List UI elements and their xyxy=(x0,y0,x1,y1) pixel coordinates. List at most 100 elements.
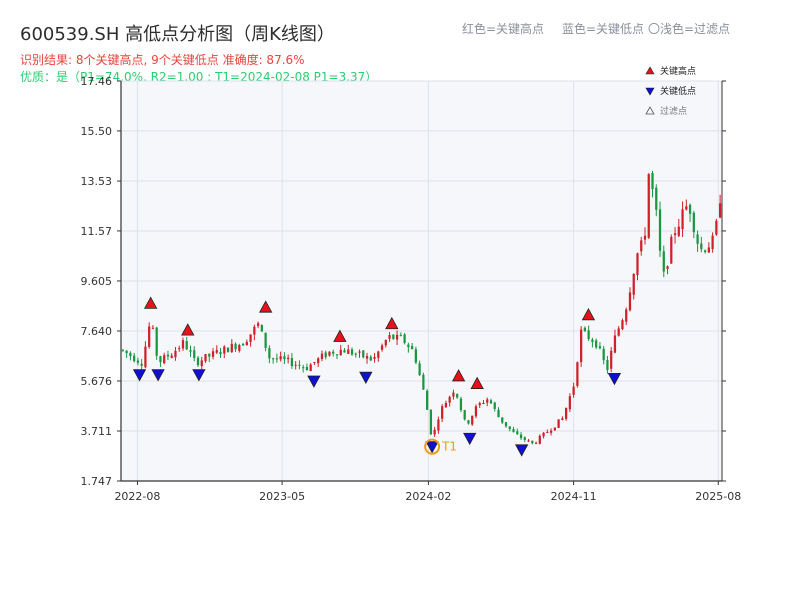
candle-body xyxy=(538,435,541,444)
key-high-marker xyxy=(385,316,399,330)
candle-body xyxy=(471,415,474,425)
key-high-marker xyxy=(259,300,273,313)
candle-body xyxy=(380,345,384,350)
chart-title: 600539.SH 高低点分析图（周K线图） xyxy=(20,24,335,45)
key-high-marker xyxy=(581,307,596,321)
candle-body xyxy=(256,323,260,326)
key-high-marker xyxy=(144,296,158,309)
candle-body xyxy=(666,266,669,269)
candle-body xyxy=(384,340,387,346)
candle-body xyxy=(362,350,365,358)
candle-body xyxy=(309,364,312,372)
x-tick-label: 2024-02 xyxy=(405,490,451,503)
candle-body xyxy=(136,360,140,363)
candle-body xyxy=(208,353,211,357)
y-tick-label: 3.711 xyxy=(81,425,113,438)
candle-body xyxy=(489,400,493,404)
candle-body xyxy=(703,250,707,253)
legend-label: 过滤点 xyxy=(660,105,687,117)
candle-body xyxy=(245,341,248,346)
candle-body xyxy=(238,345,241,351)
candle-body xyxy=(324,352,327,358)
legend-marker-high xyxy=(645,66,655,75)
candle-body xyxy=(148,326,151,347)
candle-body xyxy=(418,363,421,376)
candle-body xyxy=(433,429,436,435)
candle-body xyxy=(223,346,226,354)
y-tick-label: 9.605 xyxy=(81,275,113,288)
candle-body xyxy=(422,374,425,390)
candle-body xyxy=(711,235,714,250)
candle-body xyxy=(516,431,519,435)
candle-body xyxy=(399,334,402,336)
candle-body xyxy=(527,440,530,442)
candle-body xyxy=(272,358,275,360)
candle-body xyxy=(332,351,335,354)
candle-body xyxy=(181,340,185,349)
candle-body xyxy=(204,354,207,362)
legend-marker-low xyxy=(645,87,655,96)
candle-body xyxy=(283,356,286,360)
candle-body xyxy=(121,349,125,351)
candle-body xyxy=(215,350,218,353)
candle-body xyxy=(189,350,192,352)
candle-body xyxy=(501,417,504,423)
y-tick-label: 17.46 xyxy=(81,75,113,88)
candle-body xyxy=(350,349,354,355)
recognition-summary: 识别结果: 8个关键高点, 9个关键低点 准确度: 87.6% xyxy=(20,53,305,67)
candle-body xyxy=(576,362,579,386)
candle-body xyxy=(369,356,372,361)
candle-body xyxy=(459,398,463,411)
key-low-marker xyxy=(192,369,206,382)
candle-body xyxy=(606,360,609,370)
candle-body xyxy=(230,343,233,353)
candle-body xyxy=(564,407,568,419)
candle-body xyxy=(493,402,496,409)
candle-body xyxy=(636,253,639,276)
candle-body xyxy=(662,251,665,272)
candle-body xyxy=(718,203,722,218)
candle-body xyxy=(467,420,470,424)
candle-body xyxy=(561,418,564,420)
legend-text-blue-lows: 蓝色=关键低点 xyxy=(562,22,645,36)
candle-body xyxy=(166,354,170,357)
candle-body xyxy=(320,353,324,360)
candle-body xyxy=(553,427,556,431)
candle-body xyxy=(685,206,688,210)
candle-body xyxy=(373,357,376,359)
candle-body xyxy=(670,236,673,264)
candle-body xyxy=(347,349,350,354)
key-low-marker xyxy=(607,373,622,386)
candle-body xyxy=(234,343,237,350)
key-high-marker xyxy=(470,376,484,389)
candle-body xyxy=(707,247,710,253)
candle-body xyxy=(388,335,391,339)
candle-body xyxy=(219,351,222,355)
candle-body xyxy=(335,354,339,356)
x-tick-label: 2022-08 xyxy=(114,490,160,503)
candles-group xyxy=(121,170,722,445)
legend-text-filtered: 〇浅色=过滤点 xyxy=(648,22,731,36)
key-high-marker xyxy=(451,369,466,382)
y-tick-label: 15.50 xyxy=(81,125,113,138)
candle-body xyxy=(658,209,662,251)
candle-body xyxy=(403,334,406,343)
candle-body xyxy=(598,346,602,349)
candle-body xyxy=(358,351,361,353)
candle-body xyxy=(253,326,256,335)
t1-circle xyxy=(424,438,441,455)
candle-body xyxy=(294,364,297,366)
x-tick-label: 2025-08 xyxy=(695,490,741,503)
key-low-marker xyxy=(463,432,477,446)
candle-body xyxy=(155,327,158,356)
candle-body xyxy=(655,187,658,210)
candle-body xyxy=(673,233,677,236)
candle-body xyxy=(290,358,294,367)
candle-body xyxy=(602,348,605,361)
candle-body xyxy=(696,234,699,244)
y-tick-label: 13.53 xyxy=(81,175,113,188)
candle-body xyxy=(463,410,466,420)
candle-body xyxy=(441,406,444,419)
candle-body xyxy=(580,329,583,363)
candle-body xyxy=(456,393,459,398)
